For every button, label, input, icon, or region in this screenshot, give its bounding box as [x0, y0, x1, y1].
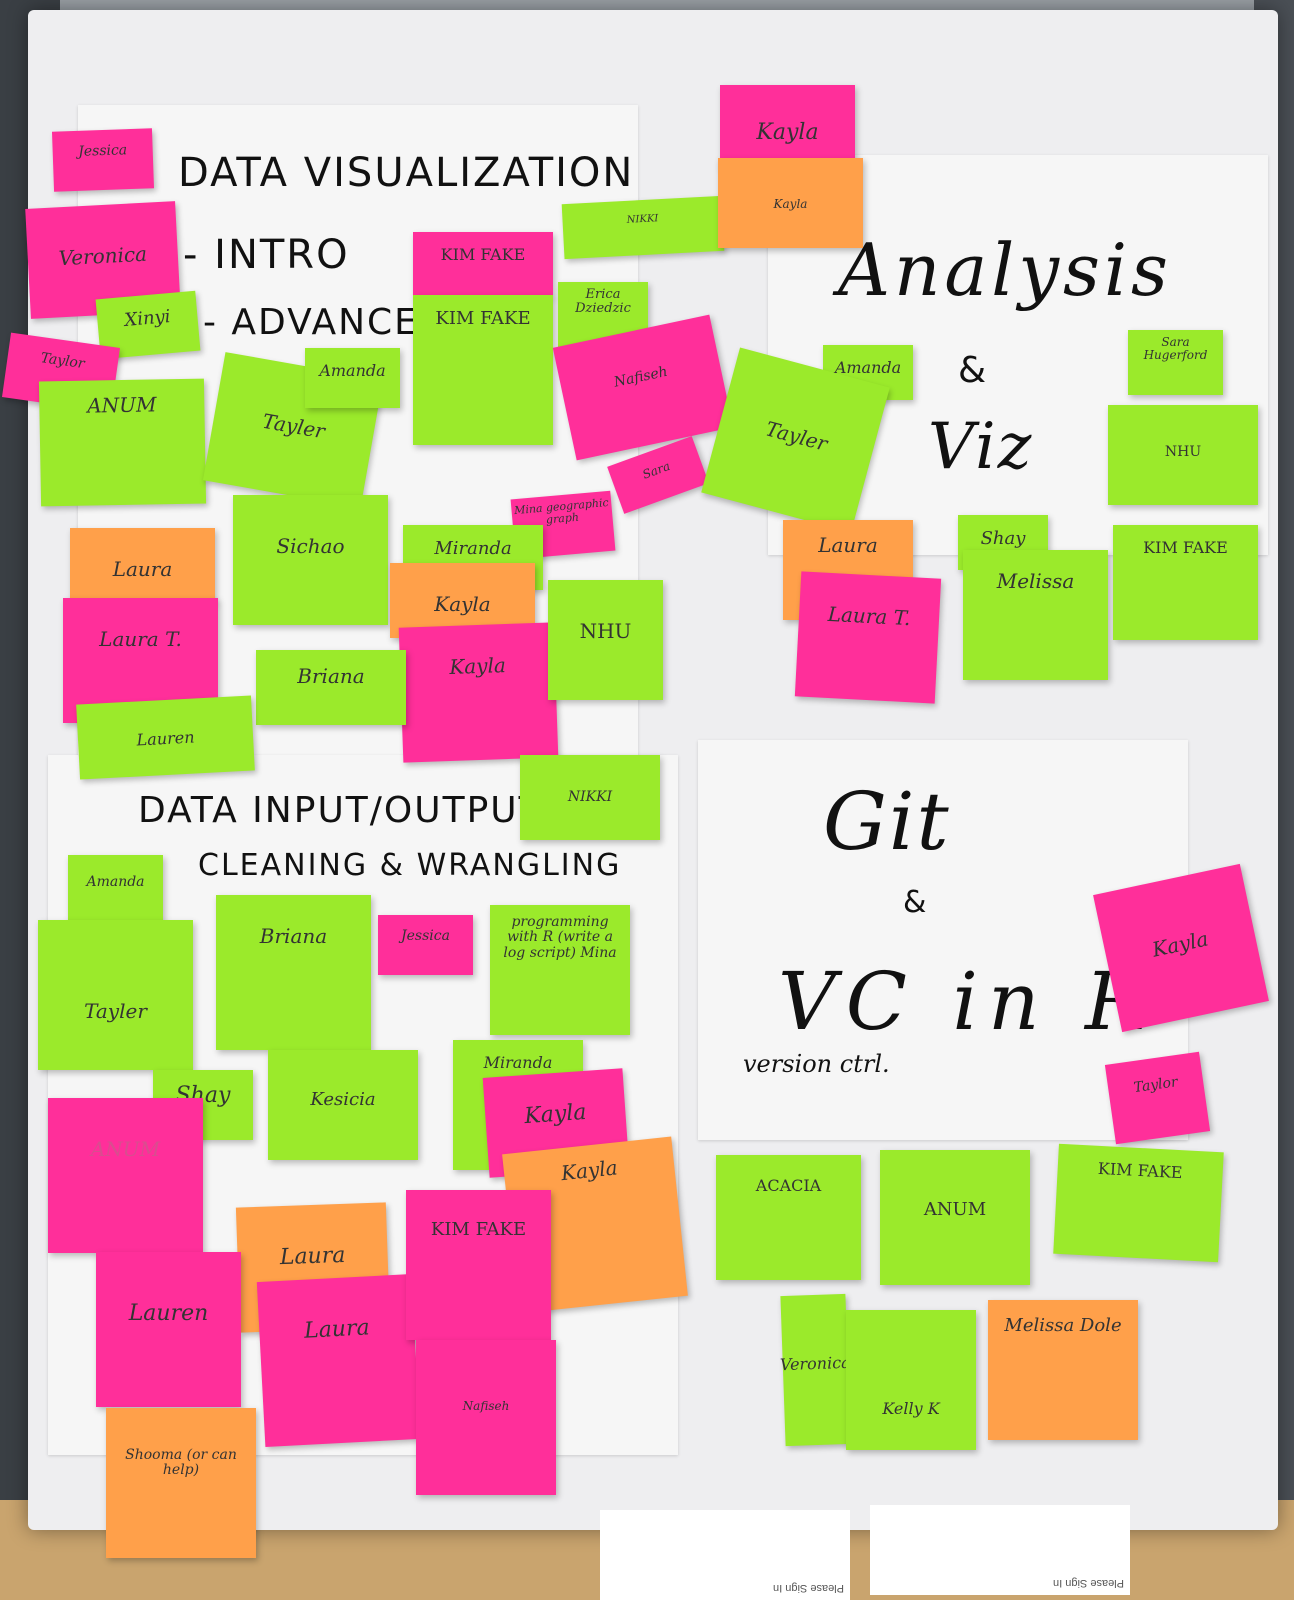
sticky-note: KIM FAKE	[406, 1190, 551, 1340]
sign-in-sheet: Please Sign In	[870, 1505, 1130, 1595]
heading-viz: Viz	[928, 410, 1034, 484]
heading-git: Git	[823, 775, 951, 868]
heading-data-visualization: DATA VISUALIZATION	[178, 150, 635, 196]
sticky-note: Sara Hugerford	[1128, 330, 1223, 395]
sticky-note: NIKKI	[520, 755, 660, 840]
sticky-note: KIM FAKE	[1053, 1143, 1224, 1263]
sticky-note: KIM FAKE	[1113, 525, 1258, 640]
sticky-note: Kayla	[720, 85, 855, 170]
sticky-note: Lauren	[96, 1252, 241, 1407]
sticky-note: Kayla	[398, 622, 559, 763]
sticky-note: Tayler	[38, 920, 193, 1070]
sticky-note: KIM FAKE	[413, 295, 553, 445]
sticky-note: Kayla	[1093, 863, 1269, 1033]
sticky-note: Laura	[70, 528, 215, 603]
sticky-note: Laura T.	[794, 571, 942, 704]
sticky-note: Kayla	[390, 563, 535, 638]
sticky-note: ANUM	[48, 1098, 203, 1253]
sticky-note: Amanda	[305, 348, 400, 408]
sticky-note: Taylor	[1104, 1051, 1211, 1145]
sticky-note: Lauren	[76, 695, 255, 780]
sticky-note: Jessica	[378, 915, 473, 975]
sticky-note: programming with R (write a log script) …	[490, 905, 630, 1035]
sticky-note: KIM FAKE	[413, 232, 553, 297]
sticky-note: ACACIA	[716, 1155, 861, 1280]
sticky-note: Kayla	[718, 158, 863, 248]
poster-board: DATA VISUALIZATION - INTRO - ADVANCED An…	[2, 10, 1278, 1558]
sticky-note: Kesicia	[268, 1050, 418, 1160]
heading-vc-in-r: VC in R	[778, 955, 1156, 1048]
sticky-note: Kelly K	[846, 1310, 976, 1450]
sticky-note: Nafiseh	[416, 1340, 556, 1495]
sticky-note: Laura	[256, 1274, 421, 1447]
sticky-note: Veronica	[780, 1293, 851, 1447]
heading-data-input-output: DATA INPUT/OUTPUT	[138, 790, 543, 831]
heading-ampersand-1: &	[958, 350, 989, 391]
heading-advanced: - ADVANCED	[203, 302, 449, 343]
sticky-note: Briana	[256, 650, 406, 725]
sticky-note: Melissa Dole	[988, 1300, 1138, 1440]
sticky-note: Amanda	[68, 855, 163, 930]
sticky-note: ANUM	[38, 378, 207, 507]
heading-version-ctrl: version ctrl.	[743, 1050, 890, 1078]
heading-analysis: Analysis	[838, 228, 1172, 312]
sticky-note: Briana	[216, 895, 371, 1050]
sticky-note: Sichao	[233, 495, 388, 625]
heading-intro: - INTRO	[183, 232, 350, 278]
heading-cleaning-wrangling: CLEANING & WRANGLING	[198, 848, 622, 883]
sticky-note: NHU	[548, 580, 663, 700]
sticky-note: NHU	[1108, 405, 1258, 505]
heading-ampersand-2: &	[903, 885, 929, 920]
sign-in-sheets: Please Sign In Please Sign In	[600, 1505, 1140, 1600]
sign-in-sheet: Please Sign In	[600, 1510, 850, 1600]
sticky-note: Jessica	[51, 128, 155, 192]
sticky-note: NIKKI	[561, 195, 725, 260]
sticky-note: ANUM	[880, 1150, 1030, 1285]
sticky-note: Melissa	[963, 550, 1108, 680]
sticky-note: Shooma (or can help)	[106, 1408, 256, 1558]
